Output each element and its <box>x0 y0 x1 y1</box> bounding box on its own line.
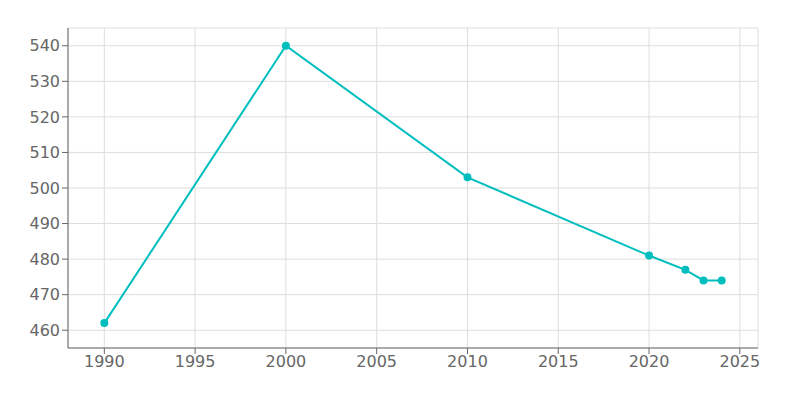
svg-text:480: 480 <box>29 250 60 269</box>
svg-text:470: 470 <box>29 285 60 304</box>
svg-text:1990: 1990 <box>84 352 125 371</box>
svg-text:2010: 2010 <box>447 352 488 371</box>
svg-text:540: 540 <box>29 36 60 55</box>
svg-text:460: 460 <box>29 321 60 340</box>
svg-text:490: 490 <box>29 214 60 233</box>
svg-text:2025: 2025 <box>719 352 760 371</box>
svg-text:520: 520 <box>29 108 60 127</box>
svg-text:530: 530 <box>29 72 60 91</box>
svg-text:2000: 2000 <box>266 352 307 371</box>
svg-text:500: 500 <box>29 179 60 198</box>
svg-text:2015: 2015 <box>538 352 579 371</box>
svg-text:2005: 2005 <box>356 352 397 371</box>
svg-text:1995: 1995 <box>175 352 216 371</box>
svg-text:510: 510 <box>29 143 60 162</box>
svg-text:2020: 2020 <box>629 352 670 371</box>
